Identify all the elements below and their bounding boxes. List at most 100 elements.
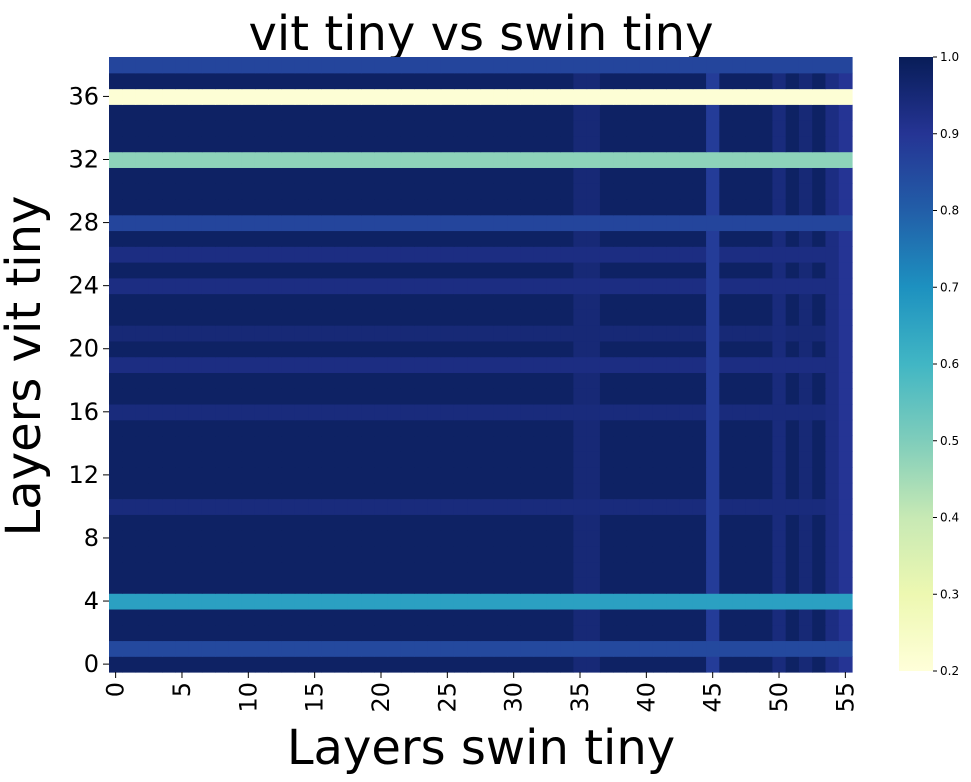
heatmap-cell <box>122 120 137 137</box>
heatmap-cell <box>228 246 243 263</box>
heatmap-cell <box>387 57 402 74</box>
heatmap-cell <box>639 467 654 484</box>
heatmap-cell <box>228 640 243 657</box>
heatmap-cell <box>745 340 760 358</box>
chart-title: vit tiny vs swin tiny <box>249 6 714 62</box>
heatmap-cell <box>798 230 813 247</box>
heatmap-cell <box>294 309 309 326</box>
heatmap-cell <box>613 608 628 626</box>
heatmap-cell <box>666 640 681 657</box>
heatmap-cell <box>440 545 455 563</box>
heatmap-cell <box>162 608 176 626</box>
heatmap-cell <box>520 514 535 531</box>
heatmap-cell <box>228 608 243 626</box>
heatmap-cell <box>400 403 415 421</box>
heatmap-cell <box>254 151 269 168</box>
heatmap-cell <box>467 514 482 531</box>
heatmap-cell <box>241 135 256 153</box>
heatmap-cell <box>281 104 296 121</box>
heatmap-cell <box>387 262 402 279</box>
heatmap-cell <box>520 372 535 389</box>
heatmap-cell <box>188 183 203 200</box>
heatmap-cell <box>666 57 681 74</box>
heatmap-cell <box>135 451 150 468</box>
heatmap-cell <box>308 151 322 168</box>
heatmap-cell <box>281 624 296 642</box>
heatmap-cell <box>162 561 176 578</box>
heatmap-cell <box>652 57 667 74</box>
heatmap-cell <box>759 167 773 184</box>
heatmap-cell <box>241 183 256 200</box>
heatmap-cell <box>440 309 455 326</box>
heatmap-cell <box>228 656 243 673</box>
heatmap-cell <box>361 514 375 531</box>
heatmap-cell <box>493 104 508 121</box>
heatmap-cell <box>308 435 322 452</box>
heatmap-cell <box>281 372 296 389</box>
heatmap-cell <box>453 372 468 389</box>
heatmap-cell <box>719 403 734 421</box>
heatmap-cell <box>639 230 654 247</box>
heatmap-cell <box>148 183 163 200</box>
heatmap-cell <box>493 262 508 279</box>
heatmap-cell <box>308 277 322 295</box>
heatmap-cell <box>785 183 800 200</box>
heatmap-cell <box>440 372 455 389</box>
heatmap-cell <box>254 340 269 358</box>
heatmap-cell <box>772 435 787 452</box>
heatmap-cell <box>308 451 322 468</box>
heatmap-cell <box>427 451 442 468</box>
heatmap-cell <box>613 325 628 342</box>
heatmap-cell <box>533 514 548 531</box>
heatmap-cell <box>560 214 574 232</box>
heatmap-cell <box>294 372 309 389</box>
heatmap-cell <box>692 545 707 563</box>
heatmap-cell <box>361 451 375 468</box>
heatmap-cell <box>308 198 322 216</box>
heatmap-cell <box>175 72 190 90</box>
heatmap-cell <box>374 498 389 515</box>
heatmap-cell <box>334 135 349 153</box>
heatmap-cell <box>188 72 203 90</box>
heatmap-cell <box>679 230 694 247</box>
heatmap-cell <box>679 214 694 232</box>
heatmap-cell <box>719 309 734 326</box>
heatmap-cell <box>347 388 362 405</box>
heatmap-cell <box>122 545 137 563</box>
heatmap-cell <box>281 577 296 594</box>
heatmap-cell <box>347 403 362 421</box>
heatmap-cell <box>201 640 216 657</box>
heatmap-cell <box>560 656 574 673</box>
heatmap-cell <box>759 183 773 200</box>
heatmap-cell <box>347 246 362 263</box>
heatmap-cell <box>294 356 309 373</box>
heatmap-cell <box>639 262 654 279</box>
heatmap-cell <box>228 120 243 137</box>
heatmap-cell <box>838 451 853 468</box>
heatmap-cell <box>759 419 773 437</box>
heatmap-cell <box>785 325 800 342</box>
heatmap-cell <box>652 372 667 389</box>
heatmap-cell <box>467 435 482 452</box>
heatmap-cell <box>586 262 601 279</box>
heatmap-cell <box>440 183 455 200</box>
heatmap-cell <box>785 72 800 90</box>
heatmap-cell <box>613 151 628 168</box>
heatmap-cell <box>162 577 176 594</box>
heatmap-cell <box>387 246 402 263</box>
heatmap-cell <box>692 388 707 405</box>
heatmap-cell <box>400 293 415 310</box>
heatmap-cell <box>427 246 442 263</box>
heatmap-cell <box>308 372 322 389</box>
heatmap-cell <box>162 104 176 121</box>
heatmap-cell <box>772 514 787 531</box>
heatmap-cell <box>626 183 641 200</box>
heatmap-cell <box>586 183 601 200</box>
heatmap-cell <box>745 198 760 216</box>
heatmap-cell <box>507 309 521 326</box>
heatmap-cell <box>175 57 190 74</box>
heatmap-cell <box>414 545 429 563</box>
heatmap-cell <box>586 214 601 232</box>
heatmap-cell <box>347 451 362 468</box>
heatmap-cell <box>785 340 800 358</box>
